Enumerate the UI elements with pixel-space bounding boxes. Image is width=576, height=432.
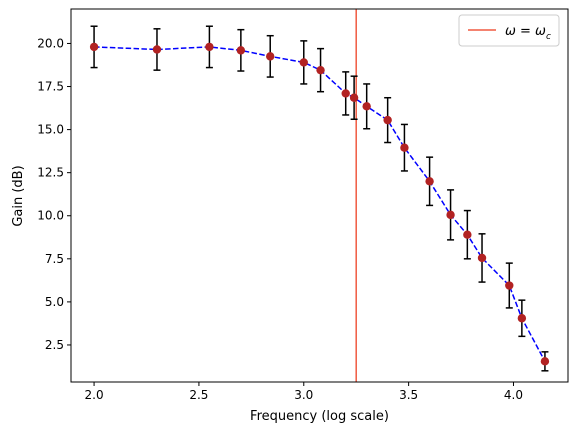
data-point — [540, 357, 550, 366]
data-point — [89, 42, 99, 52]
x-tick-label: 3.0 — [294, 388, 313, 402]
data-point — [463, 230, 472, 239]
data-point — [505, 281, 514, 290]
y-tick-label: 2.5 — [45, 338, 64, 352]
y-tick-label: 5.0 — [45, 295, 64, 309]
data-point — [152, 45, 162, 54]
x-tick-label: 2.0 — [85, 388, 104, 402]
plot-frame — [70, 8, 569, 383]
y-tick-label: 12.5 — [37, 166, 64, 180]
data-point — [341, 89, 350, 98]
y-tick-label: 17.5 — [37, 80, 64, 94]
x-tick-label: 2.5 — [189, 388, 208, 402]
y-tick-label: 15.0 — [37, 123, 64, 137]
data-point — [205, 42, 214, 52]
legend-label: ω = ωc — [505, 24, 551, 42]
x-axis-label: Frequency (log scale) — [250, 409, 389, 424]
legend: ω = ωc — [458, 14, 560, 47]
data-point — [425, 177, 434, 186]
data-point — [266, 52, 275, 61]
data-point — [517, 314, 527, 323]
y-axis-label: Gain (dB) — [11, 165, 26, 226]
data-point — [236, 46, 246, 55]
legend-box — [458, 14, 560, 47]
data-point — [477, 253, 487, 263]
data-point — [400, 143, 409, 152]
data-point — [349, 93, 359, 102]
plot-area — [89, 9, 550, 382]
axes: 2.0 2.5 3.0 3.5 4.0 2.5 5.0 7.5 10.0 12.5 15.0 17.5… — [37, 8, 569, 402]
y-tick-label: 7.5 — [45, 252, 64, 266]
y-tick-label: 10.0 — [37, 209, 64, 223]
data-point — [362, 102, 371, 111]
data-point — [446, 210, 455, 220]
data-point — [383, 115, 392, 125]
x-tick-label: 3.5 — [399, 388, 418, 402]
y-tick-label: 20.0 — [37, 36, 64, 50]
data-point — [316, 65, 325, 75]
data-point — [299, 58, 308, 67]
x-tick-label: 4.0 — [504, 388, 523, 402]
